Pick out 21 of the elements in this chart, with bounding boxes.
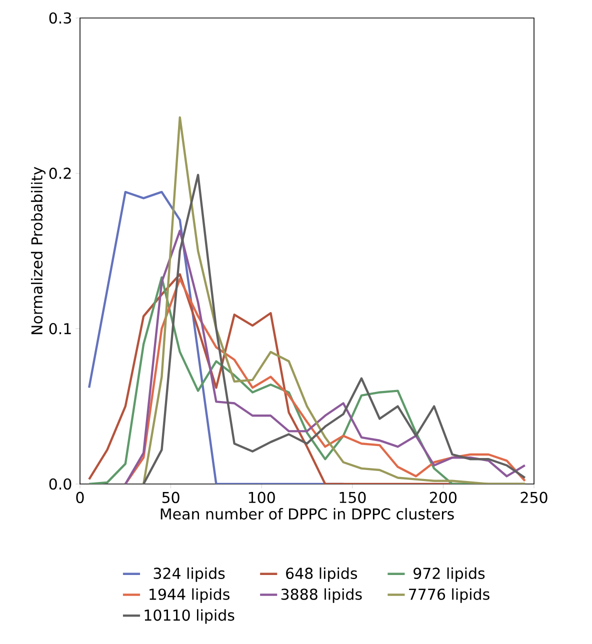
x-tick-label: 150 (340, 492, 366, 504)
x-axis-title: Mean number of DPPC in DPPC clusters (160, 508, 454, 520)
line-series (142, 174, 526, 484)
legend-label: 324 lipids (154, 567, 225, 582)
legend-label: 10110 lipids (144, 609, 234, 624)
y-tick-label: 0.2 (49, 168, 71, 180)
legend-label: 648 lipids (286, 567, 358, 582)
legend-label: 7776 lipids (409, 588, 490, 603)
x-tick-label: 250 (520, 492, 548, 504)
y-axis-title: Normalized Probability (30, 166, 46, 334)
legend-label: 1944 lipids (150, 588, 230, 603)
x-tick-label: 0 (76, 492, 84, 504)
y-tick-label: 0.1 (49, 322, 71, 334)
line-series (124, 230, 526, 484)
y-tick-label: 0.3 (49, 12, 71, 24)
x-tick-label: 50 (162, 492, 180, 504)
x-tick-label: 100 (248, 492, 275, 504)
legend-label: 972 lipids (414, 567, 485, 582)
legend-label: 3888 lipids (281, 588, 362, 603)
x-tick-label: 200 (430, 492, 457, 504)
y-tick-label: 0.0 (49, 478, 72, 490)
